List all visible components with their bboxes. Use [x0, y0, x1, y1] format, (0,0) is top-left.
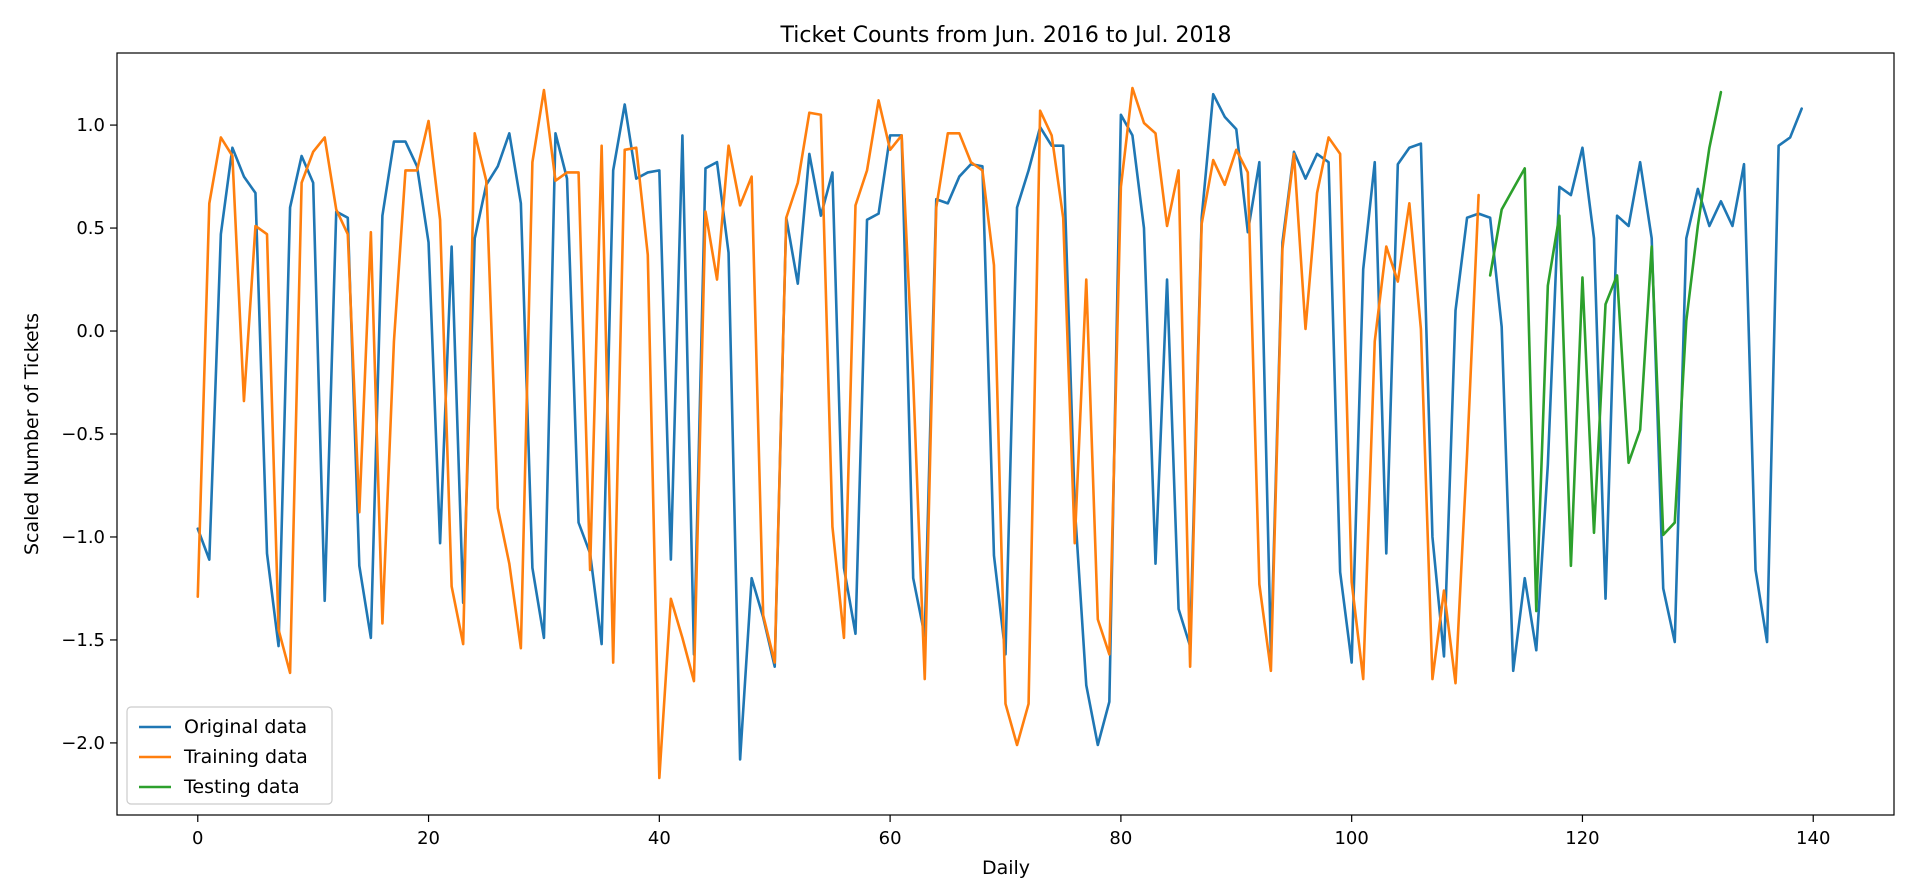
y-tick-label: −0.5	[61, 424, 105, 445]
x-tick-label: 140	[1796, 828, 1830, 849]
legend: Original data Training data Testing data	[126, 706, 333, 805]
legend-box	[126, 706, 333, 805]
x-tick-label: 20	[417, 828, 440, 849]
series-line-testing-data	[1488, 90, 1723, 613]
legend-label-original-data: Original data	[184, 716, 307, 738]
chart-title: Ticket Counts from Jun. 2016 to Jul. 201…	[780, 23, 1232, 48]
y-tick-label: 0.0	[76, 321, 105, 342]
y-tick-label: −1.5	[61, 630, 105, 651]
x-axis: 0 20 40 60 80 100 120 140	[192, 815, 1830, 849]
x-axis-label: Daily	[982, 857, 1030, 879]
legend-label-training-data: Training data	[183, 746, 308, 768]
x-tick-label: 40	[648, 828, 671, 849]
y-tick-label: −1.0	[61, 527, 105, 548]
x-tick-label: 60	[879, 828, 902, 849]
x-tick-label: 120	[1565, 828, 1599, 849]
x-tick-label: 80	[1109, 828, 1132, 849]
y-axis-label: Scaled Number of Tickets	[21, 313, 43, 555]
x-tick-label: 0	[192, 828, 203, 849]
y-tick-label: −2.0	[61, 733, 105, 754]
plot-area	[196, 86, 1803, 780]
x-tick-label: 100	[1334, 828, 1368, 849]
legend-label-testing-data: Testing data	[183, 776, 300, 798]
series-line-training-data	[196, 86, 1480, 780]
y-tick-label: 0.5	[76, 218, 105, 239]
y-tick-label: 1.0	[76, 115, 105, 136]
y-axis: −2.0 −1.5 −1.0 −0.5 0.0 0.5 1.0	[61, 115, 117, 754]
